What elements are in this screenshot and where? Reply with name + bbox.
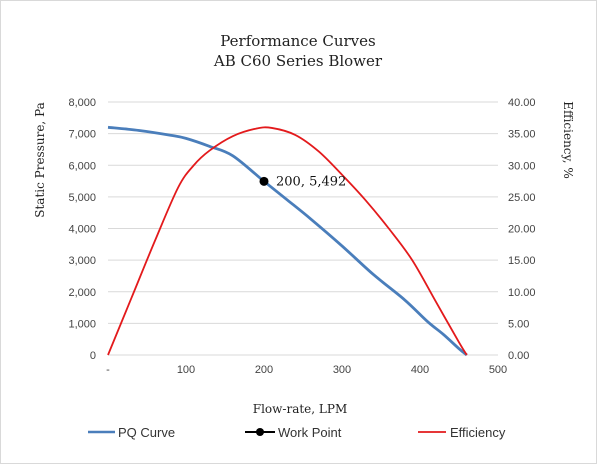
x-tick-label: 400 [411, 364, 429, 376]
right-axis-ticks: 0.00 5.00 10.00 15.00 20.00 25.00 30.00 35.00 40… [508, 97, 536, 362]
y-axis-label: Static Pressure, Pa [33, 102, 47, 218]
x-tick-label: 200 [255, 364, 273, 376]
y-tick-label: 8,000 [68, 97, 96, 109]
y-tick-label: 7,000 [68, 129, 96, 141]
legend-label-efficiency: Efficiency [450, 425, 506, 440]
y-tick-label: 3,000 [68, 255, 96, 267]
y2-tick-label: 0.00 [508, 350, 529, 362]
y-tick-label: 5,000 [68, 192, 96, 204]
y2-tick-label: 30.00 [508, 160, 536, 172]
x-axis-label: Flow-rate, LPM [253, 402, 348, 416]
gridlines [108, 101, 498, 356]
y2-tick-label: 15.00 [508, 255, 536, 267]
y2-axis-label: Efficiency, % [561, 101, 575, 178]
point-work-point [259, 176, 269, 186]
legend-label-pq-curve: PQ Curve [118, 425, 175, 440]
x-axis-ticks: - 100 200 300 400 500 [106, 364, 507, 376]
x-tick-label: - [106, 364, 110, 376]
legend: PQ Curve Work Point Efficiency [88, 425, 506, 440]
y2-tick-label: 25.00 [508, 192, 536, 204]
y2-tick-label: 20.00 [508, 224, 536, 236]
series-line-efficiency [107, 126, 468, 356]
left-axis-ticks: 0 1,000 2,000 3,000 4,000 5,000 6,000 7,000 8,00… [68, 97, 96, 362]
work-point-markers [259, 176, 269, 186]
y-tick-label: 2,000 [68, 287, 96, 299]
x-tick-label: 100 [177, 364, 195, 376]
series-line-pq-curve [107, 125, 468, 357]
y2-tick-label: 5.00 [508, 318, 529, 330]
y2-tick-label: 10.00 [508, 287, 536, 299]
y-tick-label: 4,000 [68, 224, 96, 236]
legend-label-work-point: Work Point [278, 425, 342, 440]
y-tick-label: 6,000 [68, 160, 96, 172]
x-tick-label: 300 [333, 364, 351, 376]
x-tick-label: 500 [489, 364, 507, 376]
legend-marker-work-point [256, 428, 264, 436]
chart-title-line-1: Performance Curves [220, 32, 375, 50]
chart-title-line-2: AB C60 Series Blower [213, 52, 383, 70]
y-tick-label: 1,000 [68, 318, 96, 330]
work-point-annotation: 200, 5,492 [276, 174, 346, 189]
y-tick-label: 0 [90, 350, 96, 362]
series-lines [107, 125, 468, 357]
y2-tick-label: 35.00 [508, 129, 536, 141]
y2-tick-label: 40.00 [508, 97, 536, 109]
